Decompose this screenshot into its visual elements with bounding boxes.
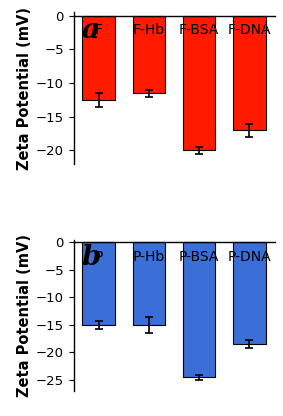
Bar	[183, 243, 215, 377]
Bar	[233, 243, 266, 344]
Bar	[133, 243, 165, 325]
Y-axis label: Zeta Potential (mV): Zeta Potential (mV)	[17, 234, 32, 397]
Bar	[183, 16, 215, 151]
Bar	[82, 243, 115, 325]
Bar	[233, 16, 266, 130]
Bar	[82, 16, 115, 100]
Bar	[133, 16, 165, 93]
Text: b: b	[82, 244, 101, 271]
Text: a: a	[82, 17, 100, 44]
Y-axis label: Zeta Potential (mV): Zeta Potential (mV)	[17, 7, 32, 170]
